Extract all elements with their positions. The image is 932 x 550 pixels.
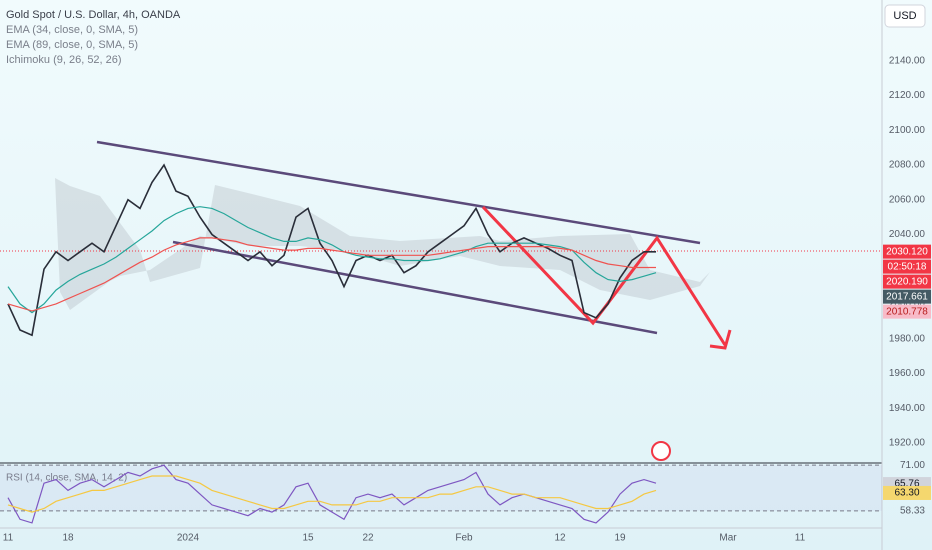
value-badge-label: 65.76 bbox=[894, 479, 919, 490]
series-line bbox=[7, 206, 657, 314]
currency[interactable]: USD bbox=[893, 10, 916, 22]
y-tick-label: 58.33 bbox=[900, 506, 925, 517]
legend-entry: EMA (34, close, 0, SMA, 5) bbox=[6, 24, 138, 36]
series-line bbox=[7, 237, 656, 312]
arrow-head bbox=[709, 329, 732, 350]
value-badge-label: 63.30 bbox=[894, 488, 919, 499]
price-badge bbox=[883, 289, 931, 304]
x-tick-label: Feb bbox=[455, 533, 473, 544]
legend: Gold Spot / U.S. Dollar, 4h, OANDA EMA (… bbox=[6, 9, 181, 484]
price-badge-label: 02:50:18 bbox=[888, 261, 927, 272]
event-icon[interactable] bbox=[651, 441, 671, 461]
price-badge bbox=[883, 274, 931, 289]
price-badge-label: 2017.661 bbox=[886, 291, 928, 302]
legend-entry: Ichimoku (9, 26, 52, 26) bbox=[6, 54, 122, 66]
x-tick-label: 19 bbox=[614, 533, 626, 544]
value-badge bbox=[883, 485, 931, 500]
y-tick-label: 2040.00 bbox=[889, 229, 926, 240]
symbol-title: Gold Spot / U.S. Dollar, 4h, OANDA bbox=[6, 9, 181, 21]
price-badge-label: 2030.120 bbox=[886, 246, 928, 257]
y-tick-label: 1920.00 bbox=[889, 438, 926, 449]
price-badge bbox=[883, 244, 931, 259]
y-tick-label: 2080.00 bbox=[889, 160, 926, 171]
y-tick-label: 1980.00 bbox=[889, 333, 926, 344]
currency-button[interactable] bbox=[884, 4, 926, 28]
y-tick-label: 1940.00 bbox=[889, 403, 926, 414]
channel-upper bbox=[96, 140, 701, 245]
x-tick-label: 11 bbox=[795, 533, 806, 544]
y-tick-label: 1960.00 bbox=[889, 368, 926, 379]
price-badge bbox=[883, 304, 931, 319]
rsi-band bbox=[0, 465, 882, 511]
x-tick-label: 22 bbox=[362, 533, 374, 544]
x-tick-label: 12 bbox=[554, 533, 566, 544]
y-tick-label: 2000.00 bbox=[889, 299, 926, 310]
y-tick-label: 2140.00 bbox=[889, 55, 926, 66]
x-tick-label: 15 bbox=[302, 533, 314, 544]
x-tick-label: 18 bbox=[62, 533, 74, 544]
x-tick-label: 11 bbox=[3, 533, 14, 544]
series-line bbox=[7, 464, 657, 524]
series-line bbox=[7, 163, 656, 337]
price-badge bbox=[883, 259, 931, 274]
y-tick-label: 2060.00 bbox=[889, 194, 926, 205]
x-tick-label: Mar bbox=[719, 533, 737, 544]
y-tick-label: 2100.00 bbox=[889, 125, 926, 136]
y-tick-label: 71.00 bbox=[900, 460, 925, 471]
rsi-title: RSI (14, close, SMA, 14, 2) bbox=[6, 473, 127, 484]
price-badge-label: 2020.190 bbox=[886, 276, 928, 287]
x-tick-label: 2024 bbox=[177, 533, 200, 544]
price-badge-label: 2010.778 bbox=[886, 306, 928, 317]
series-line bbox=[7, 475, 657, 513]
y-tick-label: 2120.00 bbox=[889, 90, 926, 101]
legend-entry: EMA (89, close, 0, SMA, 5) bbox=[6, 39, 138, 51]
